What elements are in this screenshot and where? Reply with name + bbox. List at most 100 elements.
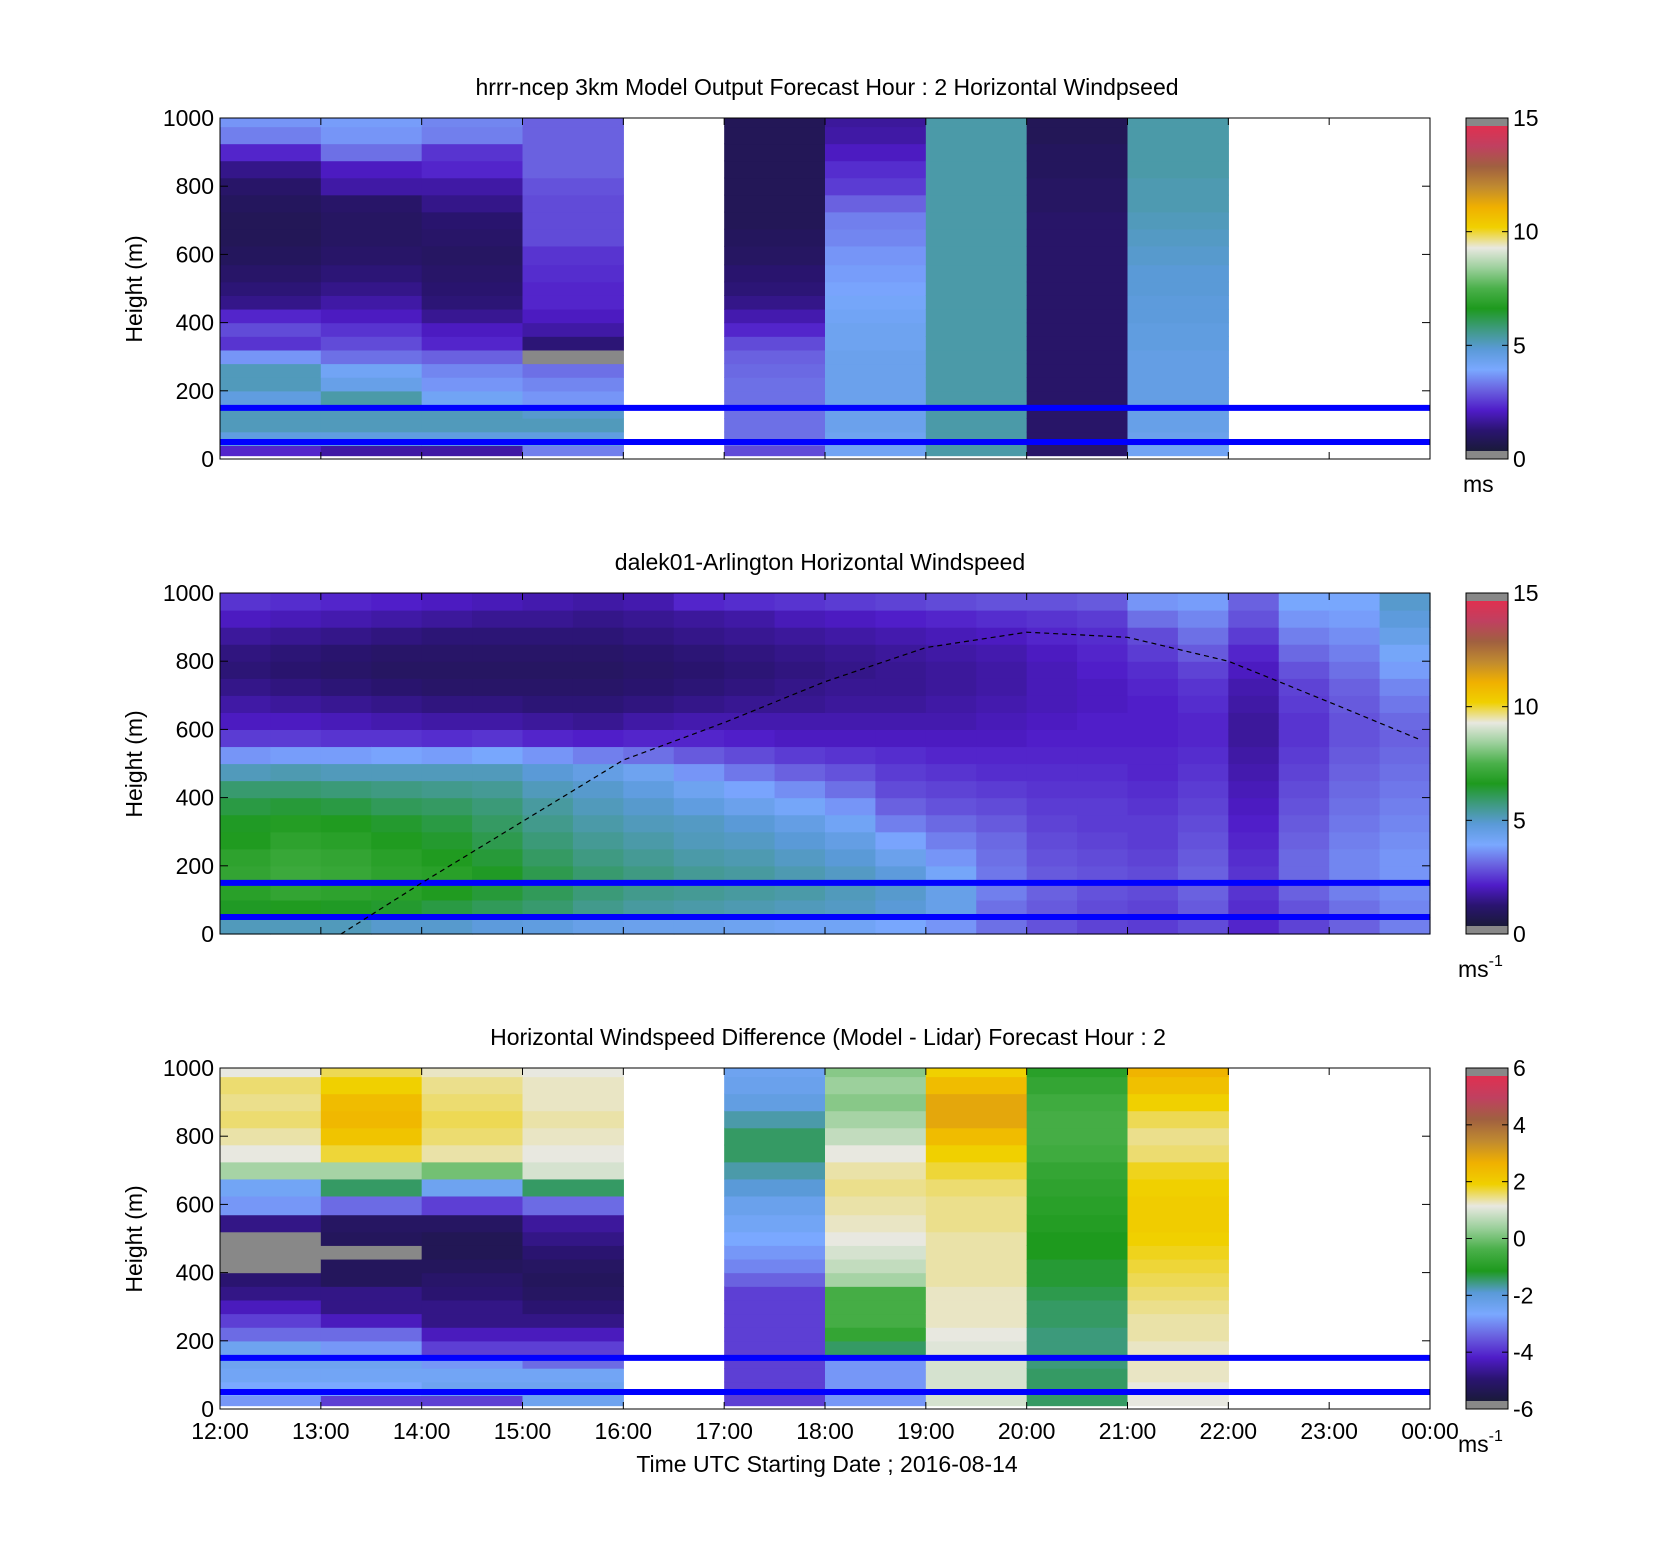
y-tick-label: 1000 <box>163 105 214 131</box>
heatmap-cell <box>1127 126 1229 145</box>
heatmap-cell <box>220 899 272 918</box>
heatmap-cell <box>1177 865 1229 884</box>
panel-diff: Horizontal Windspeed Difference (Model -… <box>121 1024 1534 1457</box>
heatmap-cell <box>1127 1368 1229 1383</box>
heatmap-cell <box>320 916 372 935</box>
heatmap-cell <box>270 797 322 816</box>
heatmap-cell <box>976 610 1028 628</box>
heatmap-cell <box>1278 729 1330 748</box>
heatmap-cell <box>1026 865 1078 884</box>
heatmap-cell <box>1026 1258 1129 1274</box>
heatmap-cell <box>421 295 524 310</box>
colorbar-tick-label: -4 <box>1513 1339 1534 1365</box>
heatmap-cell <box>825 1258 927 1274</box>
heatmap-cell <box>1127 1272 1229 1287</box>
heatmap-cell <box>1127 899 1179 918</box>
heatmap-cell <box>522 1231 624 1246</box>
heatmap-cell <box>320 1110 423 1129</box>
heatmap-cell <box>1127 916 1179 935</box>
heatmap-cell <box>1026 1127 1129 1146</box>
heatmap-cell <box>270 882 322 901</box>
x-tick-label: 19:00 <box>897 1418 955 1444</box>
heatmap-cell <box>220 363 322 378</box>
heatmap-cell <box>320 1093 423 1112</box>
heatmap-cell <box>925 1395 1028 1407</box>
y-tick-label: 400 <box>176 1260 214 1286</box>
heatmap-cell <box>724 1127 826 1146</box>
heatmap-cell <box>1177 746 1229 765</box>
heatmap-cell <box>1379 678 1431 696</box>
heatmap-cell <box>1278 814 1330 833</box>
heatmap-cell <box>1127 1214 1229 1233</box>
heatmap-cell <box>825 882 877 901</box>
heatmap-cell <box>371 831 423 850</box>
panel-model-colorbar: 0 5 10 15 <box>1465 105 1539 472</box>
heatmap-cell <box>976 695 1028 713</box>
panel-model-y-axis: 0 200 400 600 800 1000 <box>163 105 1430 472</box>
heatmap-cell <box>421 1286 524 1301</box>
heatmap-cell <box>1379 865 1431 884</box>
y-tick-label: 0 <box>201 446 214 472</box>
heatmap-cell <box>1177 661 1229 679</box>
heatmap-cell <box>925 264 1028 283</box>
heatmap-cell <box>976 729 1028 748</box>
heatmap-cell <box>522 308 624 324</box>
heatmap-cell <box>1026 445 1129 457</box>
heatmap-cell <box>825 1068 927 1078</box>
y-tick-label: 200 <box>176 378 214 404</box>
colorbar-tick-label: 15 <box>1513 580 1539 606</box>
heatmap-cell <box>1177 899 1229 918</box>
heatmap-cell <box>673 814 725 833</box>
colorbar-tick-label: 10 <box>1513 219 1539 245</box>
heatmap-cell <box>522 194 624 213</box>
heatmap-cell <box>572 899 624 918</box>
heatmap-cell <box>1026 780 1078 799</box>
heatmap-cell <box>1127 1076 1229 1095</box>
heatmap-cell <box>1228 831 1280 850</box>
heatmap-cell <box>472 763 524 782</box>
heatmap-cell <box>1026 1076 1129 1095</box>
colorbar-tick-label: -6 <box>1513 1396 1533 1422</box>
heatmap-cell <box>1127 295 1229 310</box>
heatmap-cell <box>1026 610 1078 628</box>
heatmap-cell <box>724 308 826 324</box>
heatmap-cell <box>623 916 675 935</box>
heatmap-cell <box>1127 211 1229 230</box>
heatmap-cell <box>1026 211 1129 230</box>
heatmap-cell <box>1026 1272 1129 1287</box>
heatmap-cell <box>472 848 524 867</box>
heatmap-cell <box>925 1178 1028 1197</box>
heatmap-cell <box>421 363 524 378</box>
heatmap-cell <box>421 899 473 918</box>
heatmap-cell <box>1026 177 1129 196</box>
heatmap-cell <box>774 729 826 748</box>
heatmap-cell <box>925 899 977 918</box>
heatmap-cell <box>724 349 826 365</box>
heatmap-cell <box>371 644 423 662</box>
heatmap-cell <box>522 336 624 351</box>
heatmap-cell <box>220 1093 322 1112</box>
panel-lidar-y-axis: 0 200 400 600 800 1000 <box>163 580 1430 947</box>
heatmap-cell <box>825 1368 927 1383</box>
heatmap-cell <box>623 593 675 611</box>
panel-diff-ylabel: Height (m) <box>121 1185 147 1292</box>
heatmap-cell <box>774 644 826 662</box>
heatmap-cell <box>925 118 1028 128</box>
y-tick-label: 600 <box>176 716 214 742</box>
heatmap-cell <box>421 1327 524 1342</box>
heatmap-cell <box>572 882 624 901</box>
heatmap-cell <box>1379 661 1431 679</box>
heatmap-cell <box>220 245 322 266</box>
heatmap-cell <box>421 610 473 628</box>
heatmap-cell <box>220 228 322 247</box>
heatmap-cell <box>925 1161 1028 1180</box>
heatmap-cell <box>320 377 423 392</box>
heatmap-cell <box>925 1214 1028 1233</box>
heatmap-cell <box>1026 729 1078 748</box>
heatmap-cell <box>724 831 776 850</box>
heatmap-cell <box>724 1093 826 1112</box>
heatmap-cell <box>925 1286 1028 1301</box>
y-tick-label: 800 <box>176 173 214 199</box>
heatmap-cell <box>522 899 574 918</box>
heatmap-cell <box>673 729 725 748</box>
